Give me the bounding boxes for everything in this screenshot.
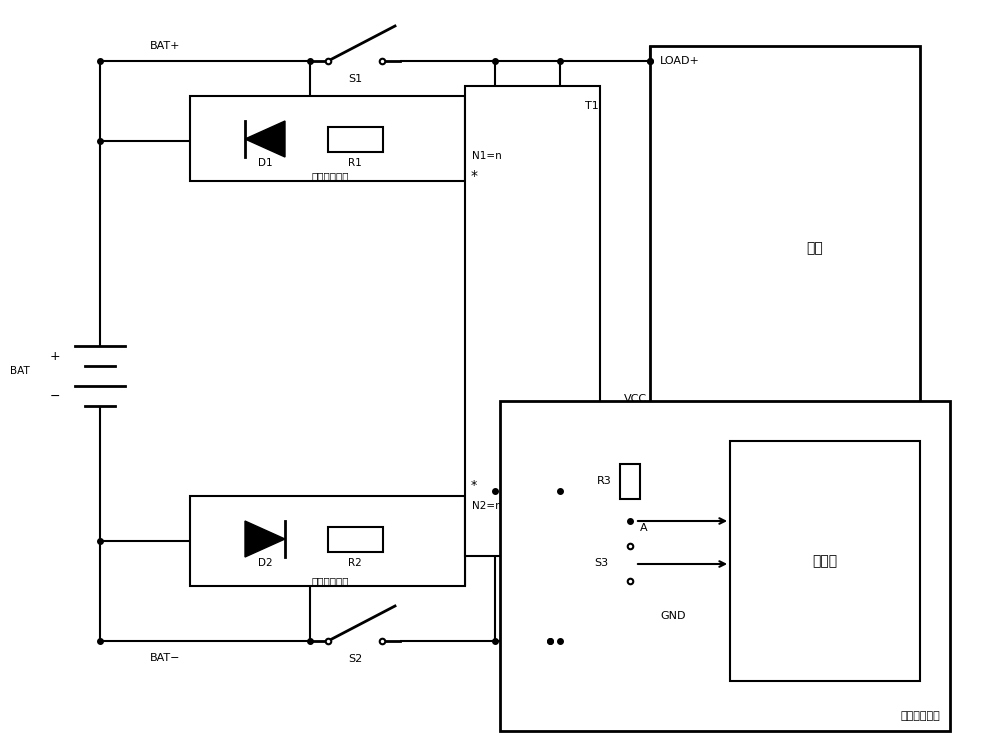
Text: S2: S2 <box>348 654 362 664</box>
Text: R3: R3 <box>597 476 612 486</box>
Text: LOAD−: LOAD− <box>660 471 700 481</box>
Text: A: A <box>640 523 648 533</box>
Bar <box>730 441 920 681</box>
Bar <box>190 496 465 586</box>
Bar <box>500 401 950 731</box>
Bar <box>620 464 640 499</box>
Text: −: − <box>50 390 60 402</box>
Bar <box>650 46 920 491</box>
Text: 磁复位: 磁复位 <box>522 479 538 488</box>
Text: 粘连判断模块: 粘连判断模块 <box>900 711 940 721</box>
Text: 负载: 负载 <box>807 242 823 256</box>
Text: VCC: VCC <box>623 394 647 404</box>
Polygon shape <box>245 121 285 157</box>
Text: BAT: BAT <box>10 366 30 376</box>
Text: D2: D2 <box>258 558 272 568</box>
Text: R2: R2 <box>348 558 362 568</box>
Bar <box>328 527 382 551</box>
Text: D1: D1 <box>258 158 272 168</box>
Text: R1: R1 <box>348 158 362 168</box>
Bar <box>465 86 600 556</box>
Text: S3: S3 <box>594 558 608 568</box>
Bar <box>505 456 555 526</box>
Text: GND: GND <box>660 611 686 621</box>
Text: *: * <box>471 169 478 183</box>
Text: N2=n: N2=n <box>472 501 502 511</box>
Text: BAT−: BAT− <box>150 653 180 663</box>
Bar <box>328 127 382 151</box>
Text: LOAD+: LOAD+ <box>660 56 700 66</box>
Text: N1=n: N1=n <box>472 151 502 161</box>
Bar <box>190 96 465 181</box>
Text: 第二感应支路: 第二感应支路 <box>311 576 349 586</box>
Text: S1: S1 <box>348 74 362 84</box>
Text: 控制器: 控制器 <box>812 554 838 568</box>
Text: N3=1: N3=1 <box>525 436 555 446</box>
Polygon shape <box>245 521 285 557</box>
Text: BAT+: BAT+ <box>150 41 180 51</box>
Text: 模块: 模块 <box>525 499 535 508</box>
Text: *: * <box>572 413 578 425</box>
Text: T1: T1 <box>585 101 599 111</box>
Text: *: * <box>471 479 477 493</box>
Text: +: + <box>50 350 60 362</box>
Text: 第一感应支路: 第一感应支路 <box>311 171 349 181</box>
